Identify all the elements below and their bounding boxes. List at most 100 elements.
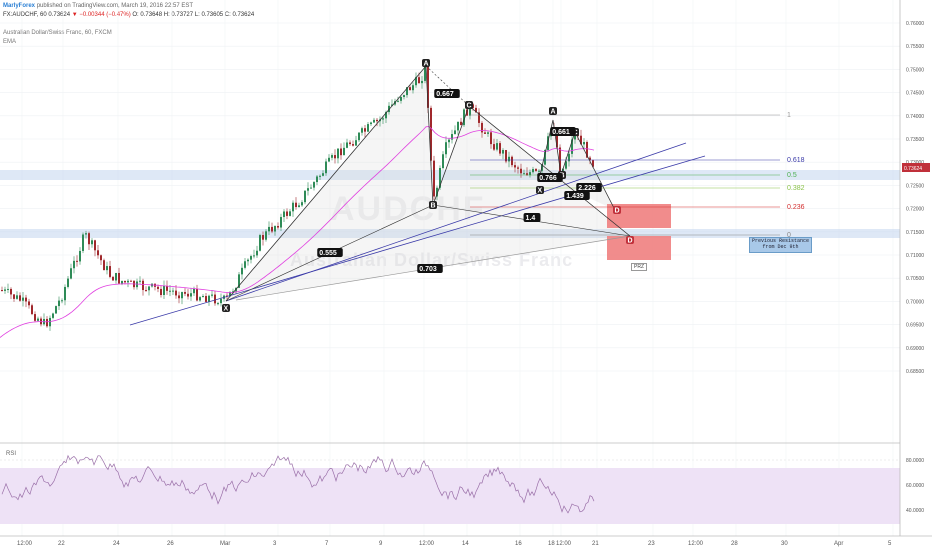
candle-body (475, 107, 477, 113)
candle-body (496, 143, 498, 150)
time-tick: 21 (592, 541, 599, 547)
candle-body (22, 297, 24, 301)
candle-body (31, 305, 33, 315)
candle-body (307, 188, 309, 191)
candle-body (328, 157, 330, 162)
author-link[interactable]: MarlyForex (3, 3, 36, 9)
candle-body (313, 182, 315, 188)
candle-body (190, 293, 192, 297)
candle-body (10, 288, 12, 295)
candle-body (166, 285, 168, 291)
trendline-1[interactable] (129, 155, 706, 326)
candle-body (427, 65, 429, 108)
time-tick: 12:00 (556, 541, 572, 547)
candle-body (448, 139, 450, 143)
candle-body (499, 143, 501, 154)
candle-body (241, 267, 243, 275)
fib-label: 0.382 (787, 185, 805, 192)
candle-body (175, 290, 177, 296)
fib-label: 0.5 (787, 172, 797, 179)
price-tick: 0.69000 (906, 346, 924, 352)
time-tick: 9 (379, 541, 383, 547)
rsi-axis[interactable]: 80.0000 60.0000 40.0000 (906, 458, 924, 514)
candle-body (532, 169, 534, 173)
publish-text: published on TradingView.com, March 19, … (36, 3, 194, 9)
candle-body (238, 274, 240, 288)
previous-resistance-note[interactable]: Previous Resistance from Dec 9th (749, 237, 812, 253)
candle-body (526, 173, 528, 176)
candle-body (391, 104, 393, 106)
candle-body (562, 168, 564, 174)
prz-box-lower (607, 236, 671, 260)
candle-body (142, 280, 144, 291)
chart-grid (0, 0, 900, 536)
candle-body (403, 95, 405, 97)
candle-body (322, 173, 324, 176)
pattern-point-label: B (431, 203, 436, 210)
ratio-label: 0.555 (319, 250, 337, 257)
candle-body (220, 298, 222, 304)
candle-body (127, 280, 129, 283)
candle-body (529, 172, 531, 176)
candle-body (346, 142, 348, 148)
candle-body (547, 136, 549, 150)
candle-body (64, 286, 66, 301)
candle-body (490, 132, 492, 145)
candle-body (580, 135, 582, 145)
candle-body (361, 128, 363, 133)
candle-body (409, 87, 411, 91)
candle-body (103, 260, 105, 271)
price-axis[interactable]: 0.76000 0.75500 0.75000 0.74500 0.74000 0.735… (899, 0, 932, 536)
candle-body (376, 119, 378, 122)
candle-body (298, 205, 300, 208)
trendline-2[interactable] (225, 142, 687, 302)
rsi-label[interactable]: RSI (6, 451, 17, 457)
note-line-1: Previous Resistance (751, 238, 809, 244)
price-tick: 0.71500 (906, 230, 924, 236)
candle-body (265, 231, 267, 240)
candle-body (406, 87, 408, 96)
fib-label: 0 (787, 232, 791, 239)
candle-body (37, 318, 39, 321)
candle-body (295, 202, 297, 208)
ratio-badge (576, 183, 602, 192)
pattern-point-badge (465, 101, 473, 109)
candle-body (172, 290, 174, 292)
fib-retracement[interactable]: 1 0.618 0.5 0.382 0.236 0 (470, 112, 805, 239)
candle-body (124, 280, 126, 283)
candle-body (58, 300, 60, 307)
candle-body (196, 288, 198, 301)
pattern-point-badge (549, 107, 557, 115)
pattern-point-label: X (538, 188, 543, 195)
indicator-ema-label[interactable]: EMA (3, 39, 17, 45)
candle-body (91, 240, 93, 245)
candle-body (160, 288, 162, 295)
candle-body (523, 173, 525, 175)
rsi-line (1, 454, 595, 514)
candle-body (349, 142, 351, 145)
candle-body (7, 288, 9, 290)
symbol[interactable]: FX:AUDCHF, 60 (3, 12, 47, 18)
pattern-point-label: X (224, 306, 229, 313)
candle-body (502, 149, 504, 154)
candle-body (148, 286, 150, 291)
candle-body (310, 187, 312, 189)
pattern-point-label: A (424, 61, 429, 68)
price-tick: 0.70500 (906, 276, 924, 282)
candle-body (67, 278, 69, 287)
candle-body (568, 153, 570, 162)
candle-body (460, 121, 462, 126)
time-tick: 22 (58, 541, 65, 547)
candle-body (433, 160, 435, 197)
time-axis[interactable]: 12:00 22 24 26 Mar 3 7 9 12:00 14 16 18 12:00 21 23 12:… (0, 535, 932, 547)
pattern-point-badge (626, 236, 634, 244)
candle-body (343, 147, 345, 156)
candle-body (181, 292, 183, 299)
candle-body (163, 285, 165, 295)
candle-body (256, 250, 258, 256)
candle-body (106, 266, 108, 271)
candle-body (556, 130, 558, 148)
pattern-point-badge (422, 59, 430, 67)
